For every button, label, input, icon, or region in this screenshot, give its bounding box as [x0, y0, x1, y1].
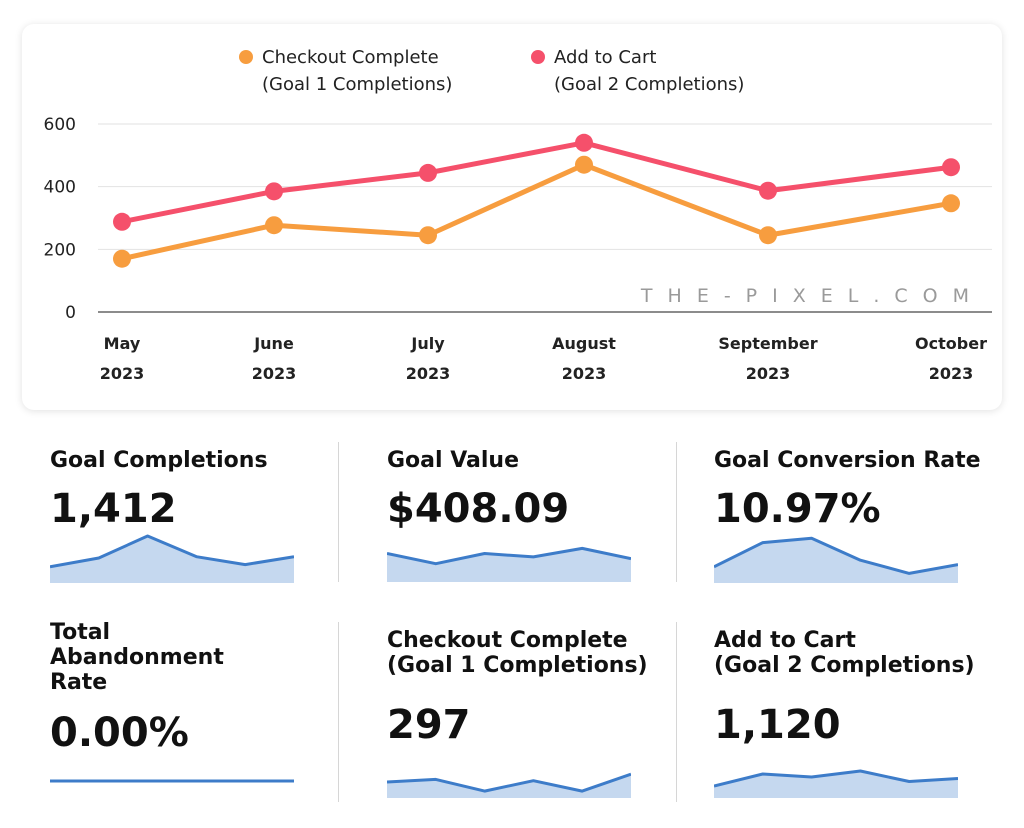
x-tick-label: 2023 — [100, 364, 145, 383]
divider-1 — [338, 442, 339, 582]
kpi-title: Goal Conversion Rate — [714, 448, 981, 473]
kpi-value: 1,120 — [714, 702, 841, 748]
kpi-value: 10.97% — [714, 486, 881, 532]
x-tick-label: 2023 — [406, 364, 451, 383]
x-tick-label: 2023 — [929, 364, 974, 383]
kpi-sparkline — [387, 772, 631, 798]
sparkline-line — [387, 772, 631, 793]
x-tick-label: July — [410, 334, 445, 353]
data-point — [942, 194, 960, 213]
sparkline-line — [50, 534, 294, 569]
kpi-sparkline — [714, 536, 958, 583]
x-tick-label: May — [104, 334, 141, 353]
kpi-value: 0.00% — [50, 710, 189, 756]
kpi-sparkline — [387, 546, 631, 582]
kpi-goal-value: Goal Value $408.09 — [387, 448, 687, 618]
main-line-chart: 0 200 400 600 May 2023 June 2023 July 2023 August 2… — [44, 47, 992, 383]
y-tick-label: 0 — [65, 303, 76, 323]
sparkline-line — [714, 769, 958, 788]
kpi-value: 1,412 — [50, 486, 177, 532]
data-point — [419, 163, 437, 182]
kpi-checkout-complete: Checkout Complete (Goal 1 Completions) 2… — [387, 628, 687, 798]
sparkline-line — [714, 536, 958, 575]
divider-4 — [676, 622, 677, 802]
sparkline-area — [387, 548, 631, 582]
series-line — [121, 162, 952, 262]
x-tick-label: 2023 — [252, 364, 297, 383]
data-point — [265, 182, 283, 201]
sparkline-area — [50, 536, 294, 583]
kpi-goal-completions: Goal Completions 1,412 — [50, 448, 350, 618]
x-tick-label: 2023 — [746, 364, 791, 383]
kpi-goal-conversion-rate: Goal Conversion Rate 10.97% — [714, 448, 1014, 618]
legend-label: (Goal 2 Completions) — [554, 74, 744, 95]
x-tick-label: 2023 — [562, 364, 607, 383]
kpi-sparkline — [714, 769, 958, 798]
legend-label: (Goal 1 Completions) — [262, 74, 452, 95]
data-point — [575, 133, 593, 152]
kpi-add-to-cart: Add to Cart (Goal 2 Completions) 1,120 — [714, 628, 1014, 798]
kpi-value: 297 — [387, 702, 471, 748]
kpi-title: Checkout Complete (Goal 1 Completions) — [387, 628, 648, 678]
kpi-sparkline — [50, 779, 294, 783]
legend-label: Checkout Complete — [262, 47, 439, 68]
kpi-title: Add to Cart (Goal 2 Completions) — [714, 628, 975, 678]
legend-label: Add to Cart — [554, 47, 656, 68]
legend-marker — [239, 50, 253, 64]
sparkline-area — [714, 771, 958, 798]
divider-2 — [676, 442, 677, 582]
x-tick-label: August — [552, 334, 616, 353]
kpi-value: $408.09 — [387, 486, 570, 532]
line-chart-card: 0 200 400 600 May 2023 June 2023 July 2023 August 2… — [22, 24, 1002, 410]
data-point — [575, 155, 593, 174]
x-tick-label: September — [718, 334, 817, 353]
data-point — [759, 181, 777, 200]
data-point — [113, 249, 131, 268]
x-tick-label: October — [915, 334, 987, 353]
legend-marker — [531, 50, 545, 64]
kpi-title: Goal Completions — [50, 448, 268, 473]
y-tick-label: 200 — [44, 240, 76, 260]
kpi-title: Goal Value — [387, 448, 520, 473]
data-point — [942, 158, 960, 177]
sparkline-line — [387, 546, 631, 566]
y-tick-label: 600 — [44, 115, 76, 135]
series-line — [121, 140, 952, 225]
kpi-title: Total Abandonment Rate — [50, 620, 224, 695]
kpi-total-abandonment-rate: Total Abandonment Rate 0.00% — [50, 620, 350, 790]
data-point — [113, 212, 131, 231]
watermark-text: THE-PIXEL.COM — [640, 285, 984, 307]
y-tick-label: 400 — [44, 178, 76, 198]
divider-3 — [338, 622, 339, 802]
kpi-sparkline — [50, 534, 294, 583]
data-point — [265, 216, 283, 235]
sparkline-area — [714, 538, 958, 583]
data-point — [759, 226, 777, 245]
x-tick-label: June — [253, 334, 294, 353]
data-point — [419, 226, 437, 245]
